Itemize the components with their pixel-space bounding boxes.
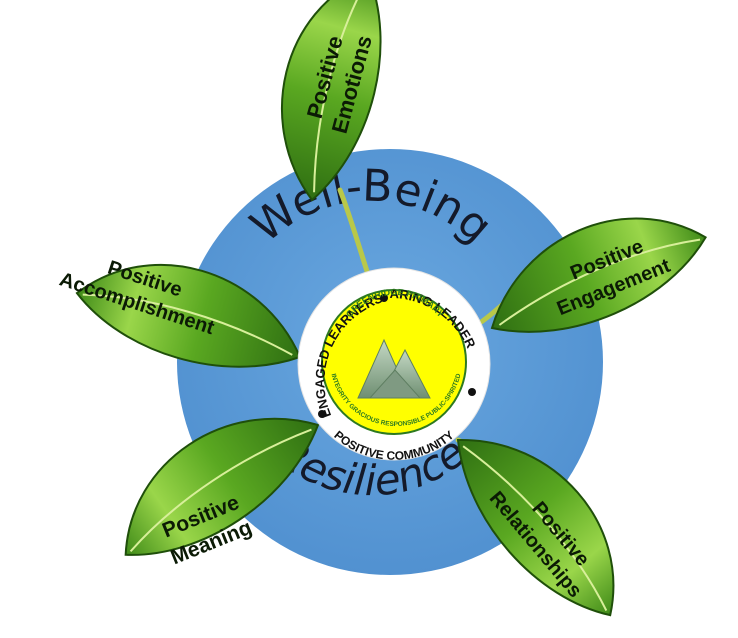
badge-dot-left <box>318 410 326 418</box>
badge-dot-right <box>468 388 476 396</box>
leaf-positive-emotions: Positive Emotions <box>255 0 405 210</box>
leaf-positive-meaning <box>93 376 338 586</box>
badge-dot-top <box>380 294 388 302</box>
leaf-positive-accomplishment <box>66 240 316 390</box>
mountains-logo <box>357 338 431 399</box>
